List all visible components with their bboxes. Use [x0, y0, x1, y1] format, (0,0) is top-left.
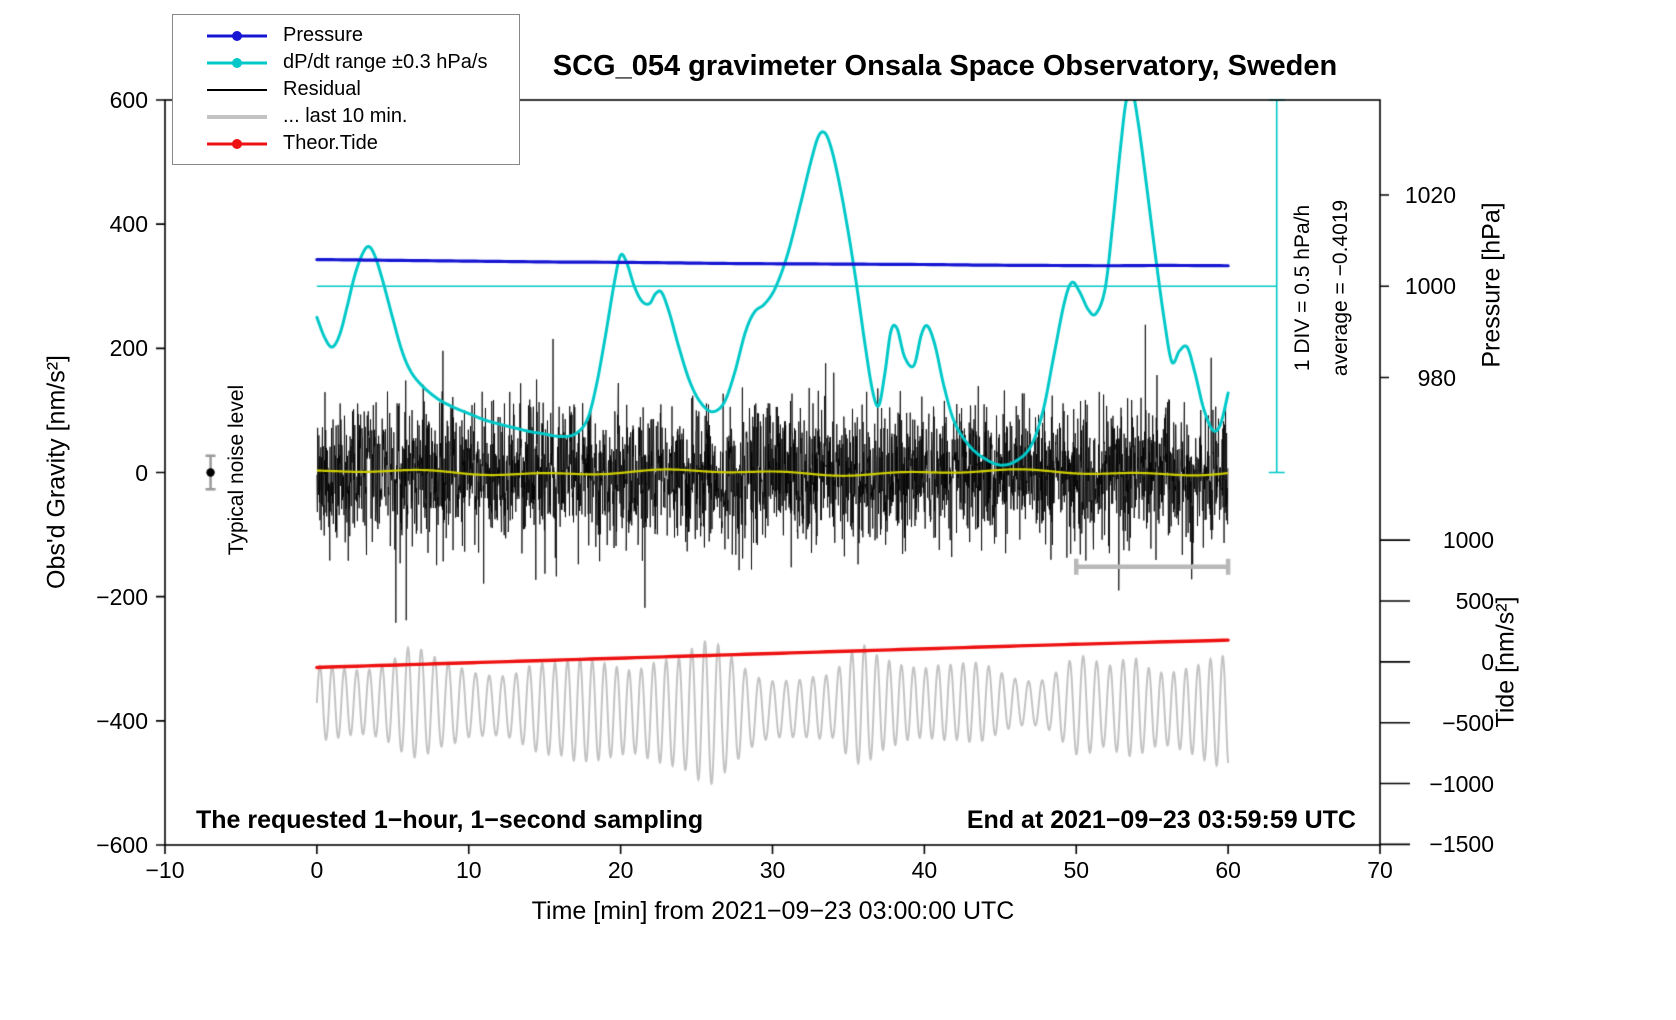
- x-tick-label: 40: [911, 857, 938, 883]
- tide-tick-label: −1000: [1429, 770, 1494, 797]
- end-time-annotation: End at 2021−09−23 03:59:59 UTC: [966, 806, 1356, 834]
- legend-item-label: Pressure: [283, 24, 364, 46]
- sampling-annotation: The requested 1−hour, 1−second sampling: [196, 806, 704, 834]
- legend-item: Pressure: [173, 22, 519, 49]
- y-tick-label: 0: [135, 459, 148, 486]
- legend-line-sample: [207, 114, 267, 119]
- legend-item: ... last 10 min.: [173, 103, 519, 130]
- legend-marker-line-icon: [207, 83, 267, 97]
- x-tick-label: 70: [1367, 857, 1393, 883]
- legend-item-label: ... last 10 min.: [283, 105, 408, 127]
- y-axis-label-pressure: Pressure [hPa]: [1477, 202, 1506, 368]
- div-scale-label: 1 DIV = 0.5 hPa/h: [1291, 204, 1314, 372]
- legend-item: Theor.Tide: [173, 130, 519, 157]
- x-tick-label: 50: [1063, 857, 1090, 883]
- tide-tick-label: 0: [1481, 648, 1494, 675]
- x-tick-label: 30: [759, 857, 786, 883]
- legend-item: Residual: [173, 76, 519, 103]
- x-tick-label: 20: [607, 857, 634, 883]
- legend-line-sample: [207, 88, 267, 91]
- legend-item-label: Residual: [283, 78, 361, 100]
- x-axis-label: Time [min] from 2021−09−23 03:00:00 UTC: [531, 897, 1015, 925]
- average-label: average = −0.4019: [1329, 199, 1352, 377]
- pressure-tick-label: 980: [1417, 364, 1456, 391]
- legend: Pressure dP/dt range ±0.3 hPa/s Residual..…: [172, 14, 520, 165]
- x-tick-label: −10: [145, 857, 185, 883]
- tide-tick-label: 1000: [1442, 527, 1494, 554]
- pressure-tick-label: 1020: [1404, 181, 1456, 208]
- legend-item-label: Theor.Tide: [283, 132, 378, 154]
- y-tick-label: −600: [96, 832, 148, 858]
- y-tick-label: 200: [109, 335, 148, 362]
- legend-item: dP/dt range ±0.3 hPa/s: [173, 49, 519, 76]
- legend-marker-dot-line-icon: [207, 137, 267, 151]
- chart-title: SCG_054 gravimeter Onsala Space Observat…: [552, 50, 1338, 82]
- x-tick-label: 10: [455, 857, 482, 883]
- y-tick-label: −200: [96, 583, 148, 610]
- pressure-tick-label: 1000: [1404, 273, 1456, 300]
- y-tick-label: 600: [109, 87, 148, 113]
- legend-marker-line-icon: [207, 110, 267, 124]
- x-tick-label: 60: [1215, 857, 1241, 883]
- tide-tick-label: −1500: [1429, 831, 1494, 858]
- y-tick-label: −400: [96, 707, 148, 734]
- legend-dot-sample: [232, 30, 242, 41]
- legend-dot-sample: [232, 138, 242, 149]
- y-axis-label-tide: Tide [nm/s²]: [1491, 596, 1520, 728]
- legend-item-label: dP/dt range ±0.3 hPa/s: [283, 51, 488, 73]
- x-tick-label: 0: [310, 857, 324, 883]
- legend-marker-dot-line-icon: [207, 29, 267, 43]
- noise-level-label: Typical noise level: [225, 384, 248, 556]
- y-tick-label: 400: [109, 211, 148, 238]
- legend-marker-dot-line-icon: [207, 56, 267, 70]
- legend-dot-sample: [232, 57, 242, 68]
- tide-tick-label: 500: [1455, 588, 1494, 614]
- tide-tick-label: −500: [1442, 709, 1494, 736]
